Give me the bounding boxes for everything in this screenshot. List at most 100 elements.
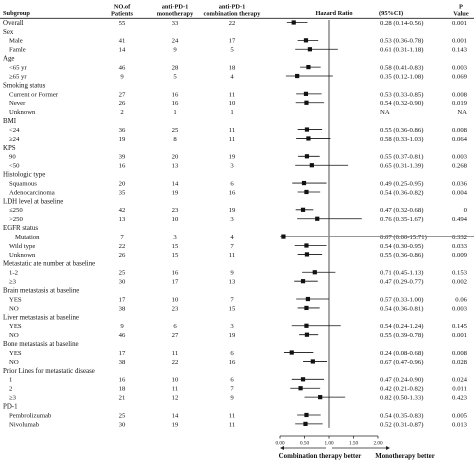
combination-count: 9 — [230, 395, 234, 402]
hr-ci-value: 0.55 (0.36-0.86) — [380, 252, 423, 259]
hr-point-marker — [281, 234, 286, 239]
p-value: 0.064 — [452, 136, 468, 143]
combination-count: 6 — [230, 180, 234, 187]
subgroup-label: <65 yr — [9, 65, 27, 72]
group-label: KPS — [3, 145, 16, 152]
header-hazard-ratio: Hazard Ratio — [315, 10, 352, 17]
p-value: 0.06 — [455, 296, 467, 303]
monotherapy-count: 19 — [172, 421, 179, 428]
subgroup-label: ≥3 — [9, 279, 17, 286]
hr-ci-value: 0.24 (0.08-0.68) — [380, 350, 423, 357]
header-p-line2: Value — [453, 11, 469, 18]
hr-point-marker — [305, 296, 311, 302]
monotherapy-count: 33 — [172, 20, 179, 27]
p-value: 0.008 — [452, 91, 468, 98]
group-label: BMI — [3, 118, 17, 125]
hr-ci-value: 0.47 (0.32-0.68) — [380, 207, 423, 214]
subgroup-label: 1 — [9, 377, 12, 384]
subgroup-label: <50 — [9, 163, 20, 170]
hr-ci-value: 0.58 (0.33-1.03) — [380, 136, 423, 143]
p-value: 0 — [464, 207, 468, 214]
combination-count: 3 — [230, 323, 234, 330]
combination-count: 13 — [229, 279, 236, 286]
patients-count: 17 — [119, 296, 126, 303]
p-value: 0.003 — [452, 154, 468, 161]
hr-ci-value: 0.54 (0.36-0.81) — [380, 305, 423, 312]
combination-count: 16 — [229, 189, 236, 196]
subgroup-label: YES — [9, 323, 22, 330]
hr-point-marker — [312, 270, 317, 275]
patients-count: 21 — [119, 395, 126, 402]
hr-point-marker — [304, 252, 310, 257]
hr-ci-value: 0.82 (0.50-1.33) — [380, 395, 423, 402]
combination-count: 11 — [229, 252, 235, 259]
p-value: 0.268 — [452, 163, 468, 170]
monotherapy-count: 10 — [172, 216, 179, 223]
hr-point-marker — [303, 421, 308, 426]
combination-count: 6 — [230, 377, 234, 384]
group-label: Sex — [3, 29, 14, 36]
hr-point-marker — [295, 73, 300, 79]
hr-ci-value: 0.58 (0.41-0.83) — [380, 65, 423, 72]
subgroup-label: Male — [9, 38, 23, 45]
left-arrow-icon — [280, 446, 284, 450]
combination-count: 11 — [229, 421, 235, 428]
p-value: 0.013 — [452, 421, 468, 428]
patients-count: 36 — [119, 127, 126, 134]
combination-count: 7 — [230, 296, 234, 303]
hr-point-marker — [304, 127, 310, 132]
hr-ci-value: 0.55 (0.36-0.86) — [380, 127, 423, 134]
subgroup-label: NO — [9, 305, 19, 312]
p-value: 0.001 — [452, 332, 467, 339]
hr-point-marker — [304, 189, 309, 195]
subgroup-label: ≥65 yr — [9, 73, 27, 80]
axis-label-combination-better: Combination therapy better — [279, 453, 362, 460]
combination-count: 19 — [229, 154, 236, 161]
subgroup-label: 1-2 — [9, 270, 18, 277]
monotherapy-count: 16 — [172, 91, 179, 98]
monotherapy-count: 5 — [173, 73, 177, 80]
combination-count: 7 — [230, 386, 234, 393]
group-label: Brain metastasis at baseline — [3, 288, 79, 295]
group-label: LDH level at baseline — [3, 198, 63, 205]
hr-point-marker — [304, 100, 309, 105]
patients-count: 30 — [119, 421, 126, 428]
subgroup-label: ≤250 — [9, 207, 23, 214]
patients-count: 39 — [119, 154, 126, 161]
monotherapy-count: 6 — [173, 323, 177, 330]
p-value: 0.009 — [452, 252, 468, 259]
monotherapy-count: 20 — [172, 154, 179, 161]
patients-count: 7 — [120, 234, 124, 241]
hr-point-marker — [310, 359, 315, 364]
hr-point-marker — [306, 136, 311, 141]
p-value: 0.332 — [452, 234, 467, 241]
monotherapy-count: 16 — [172, 100, 179, 107]
p-value: 0.011 — [452, 386, 467, 393]
subgroup-label: Never — [9, 100, 26, 107]
hr-ci-value: 0.57 (0.33-1.00) — [380, 296, 423, 303]
patients-count: 55 — [119, 20, 126, 27]
subgroup-label: NO — [9, 332, 19, 339]
combination-count: 5 — [230, 47, 234, 54]
header-ci: (95%CI) — [379, 10, 403, 17]
patients-count: 25 — [119, 412, 126, 419]
patients-count: 30 — [119, 279, 126, 286]
hr-point-marker — [300, 207, 306, 212]
subgroup-label: Mutation — [15, 234, 40, 241]
hr-point-marker — [289, 350, 294, 355]
hr-point-marker — [300, 279, 306, 284]
patients-count: 22 — [119, 243, 126, 250]
patients-count: 9 — [120, 323, 124, 330]
monotherapy-count: 15 — [172, 243, 179, 250]
p-value: 0.003 — [452, 65, 468, 72]
hr-point-marker — [304, 154, 310, 159]
patients-count: 14 — [119, 47, 126, 54]
monotherapy-count: 24 — [172, 38, 179, 45]
p-value: 0.036 — [452, 180, 468, 187]
combination-count: 3 — [230, 216, 234, 223]
hr-ci-value: 0.07 (0.00-15.71) — [380, 234, 427, 241]
hr-point-marker — [307, 47, 312, 52]
combination-count: 4 — [230, 234, 234, 241]
combination-count: 7 — [230, 243, 234, 250]
